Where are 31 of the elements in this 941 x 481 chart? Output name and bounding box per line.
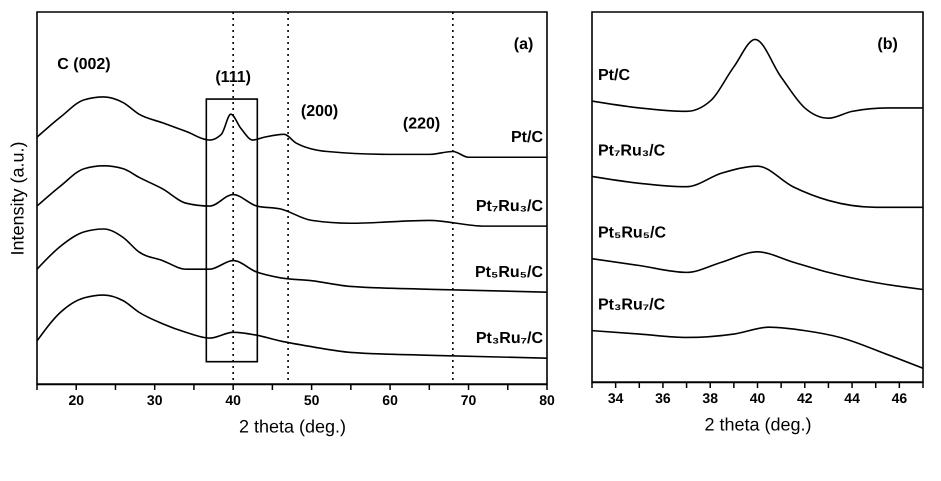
- x-tick-label: 42: [796, 390, 813, 406]
- x-tick-label: 30: [146, 392, 163, 408]
- series-label: Pt₇Ru₃/C: [476, 198, 544, 216]
- annotation: (b): [877, 36, 898, 53]
- series-label: Pt₇Ru₃/C: [598, 142, 666, 160]
- x-tick-label: 40: [225, 392, 242, 408]
- series-label: Pt₅Ru₅/C: [475, 264, 544, 282]
- annotation: (200): [300, 102, 338, 120]
- x-tick-label: 40: [750, 390, 766, 406]
- x-tick-label: 34: [608, 390, 624, 406]
- x-tick-label: 80: [539, 392, 555, 408]
- series-label: Pt/C: [511, 129, 544, 146]
- x-tick-label: 60: [382, 392, 398, 408]
- series-label: Pt/C: [598, 67, 630, 84]
- x-tick-label: 20: [68, 392, 84, 408]
- text: C (002): [57, 56, 111, 74]
- annotation: (220): [402, 116, 440, 133]
- x-tick-label: 44: [844, 390, 860, 406]
- x-axis-title: 2 theta (deg.): [704, 414, 812, 434]
- y-axis-title: Intensity (a.u.): [8, 141, 28, 256]
- x-tick-label: 46: [892, 390, 908, 406]
- x-tick-label: 36: [655, 390, 671, 406]
- x-tick-label: 70: [460, 392, 477, 408]
- series-label: Pt₅Ru₅/C: [598, 224, 666, 242]
- series-label: Pt₃Ru₇/C: [476, 330, 544, 348]
- text: (a): [514, 36, 534, 53]
- x-tick-label: 38: [702, 390, 718, 406]
- series-label: Pt₃Ru₇/C: [598, 296, 666, 314]
- annotation: (111): [215, 68, 251, 86]
- x-axis-title: 2 theta (deg.): [238, 416, 346, 436]
- x-tick-label: 50: [304, 392, 320, 408]
